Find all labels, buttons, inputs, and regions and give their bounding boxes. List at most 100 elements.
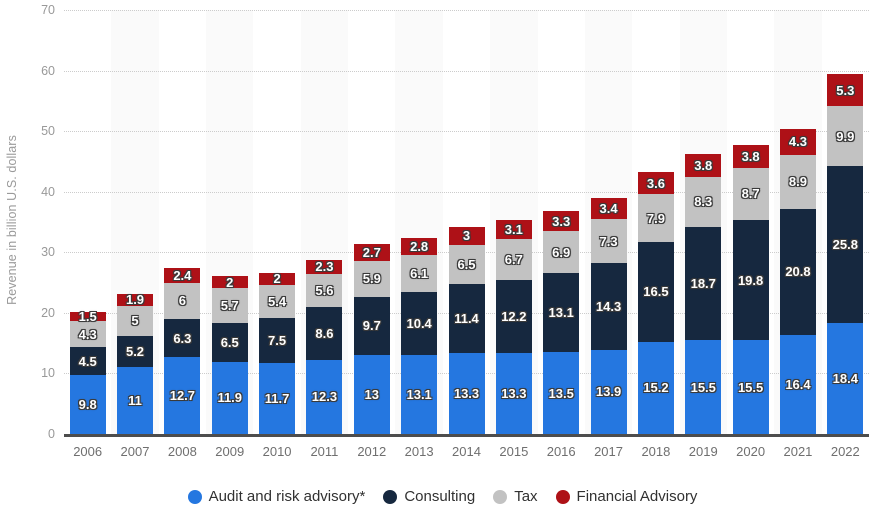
- bar-segment[interactable]: 15.2: [637, 341, 674, 434]
- bar-segment[interactable]: 8.7: [732, 167, 769, 221]
- bar-segment[interactable]: 5.9: [353, 260, 390, 297]
- legend-item-1[interactable]: Consulting: [383, 488, 475, 505]
- bar-segment[interactable]: 4.5: [69, 347, 106, 375]
- bar-segment[interactable]: 16.5: [637, 242, 674, 342]
- bar-segment[interactable]: 25.8: [827, 166, 864, 323]
- bar-segment[interactable]: 3.8: [732, 144, 769, 168]
- bar-segment[interactable]: 3.4: [590, 198, 627, 219]
- bar-segment[interactable]: 9.7: [353, 296, 390, 356]
- bar-segment[interactable]: 18.4: [827, 322, 864, 434]
- bar-segment[interactable]: 6.5: [448, 245, 485, 285]
- bar-segment[interactable]: 13.9: [590, 349, 627, 434]
- bar-segment[interactable]: 3.1: [495, 220, 532, 239]
- bar-value-label: 2.4: [173, 267, 192, 283]
- bar-segment[interactable]: 11.7: [259, 363, 296, 434]
- bar-segment[interactable]: 4.3: [69, 321, 106, 348]
- legend-label: Financial Advisory: [576, 488, 698, 505]
- bar-group-2016[interactable]: 13.5 13.1 6.9 3.3: [543, 211, 580, 434]
- bar-segment[interactable]: 8.3: [685, 176, 722, 227]
- bar-segment[interactable]: 5: [117, 305, 154, 336]
- bar-segment[interactable]: 4.3: [779, 128, 816, 155]
- bar-value-label: 3.6: [646, 175, 665, 191]
- bar-segment[interactable]: 9.8: [69, 374, 106, 434]
- bar-group-2009[interactable]: 11.9 6.5 5.7 2: [211, 276, 248, 434]
- bar-segment[interactable]: 20.8: [779, 208, 816, 335]
- legend-item-3[interactable]: Financial Advisory: [555, 488, 698, 505]
- bar-segment[interactable]: 3: [448, 226, 485, 246]
- bar-segment[interactable]: 2: [211, 276, 248, 289]
- bar-segment[interactable]: 5.6: [306, 273, 343, 308]
- bar-segment[interactable]: 13.1: [543, 272, 580, 353]
- bar-segment[interactable]: 14.3: [590, 263, 627, 350]
- bar-segment[interactable]: 12.2: [495, 279, 532, 354]
- bar-segment[interactable]: 18.7: [685, 226, 722, 341]
- bar-segment[interactable]: 3.6: [637, 172, 674, 195]
- bar-group-2013[interactable]: 13.1 10.4 6.1 2.8: [401, 237, 438, 434]
- bar-segment[interactable]: 11.9: [211, 361, 248, 434]
- bar-segment[interactable]: 13: [353, 355, 390, 434]
- bar-group-2019[interactable]: 15.5 18.7 8.3 3.8: [685, 153, 722, 434]
- bar-group-2015[interactable]: 13.3 12.2 6.7 3.1: [495, 220, 532, 434]
- bar-segment[interactable]: 13.5: [543, 352, 580, 434]
- bar-segment[interactable]: 6.3: [164, 318, 201, 358]
- legend-dot-audit: [187, 489, 202, 504]
- bar-segment[interactable]: 7.3: [590, 219, 627, 264]
- page-scrollbar[interactable]: [879, 0, 885, 525]
- bar-segment[interactable]: 5.4: [259, 285, 296, 318]
- bar-segment[interactable]: 1.9: [117, 292, 154, 308]
- x-axis-tick-2015: 2015: [499, 444, 529, 459]
- bar-segment[interactable]: 6.5: [211, 322, 248, 362]
- bar-group-2008[interactable]: 12.7 6.3 6 2.4: [164, 267, 201, 434]
- bar-segment[interactable]: 5.3: [827, 74, 864, 107]
- legend-item-0[interactable]: Audit and risk advisory*: [187, 488, 365, 505]
- bar-value-label: 1.9: [125, 292, 145, 308]
- chart-legend: Audit and risk advisory* Consulting Tax Fin…: [0, 488, 885, 505]
- bar-segment[interactable]: 3.8: [685, 153, 722, 177]
- bar-segment[interactable]: 2: [259, 272, 296, 285]
- bar-group-2011[interactable]: 12.3 8.6 5.6 2.3: [306, 259, 343, 434]
- bar-group-2007[interactable]: 11 5.2 5 1.9: [117, 292, 154, 434]
- bar-segment[interactable]: 16.4: [779, 334, 816, 434]
- bar-segment[interactable]: 13.3: [448, 353, 485, 434]
- bar-segment[interactable]: 15.5: [685, 340, 722, 434]
- bar-group-2012[interactable]: 13 9.7 5.9 2.7: [353, 244, 390, 434]
- bar-segment[interactable]: 12.7: [164, 357, 201, 434]
- bar-segment[interactable]: 7.5: [259, 317, 296, 364]
- bar-segment[interactable]: 11.4: [448, 284, 485, 354]
- bar-segment[interactable]: 6: [164, 282, 201, 319]
- bar-segment[interactable]: 10.4: [401, 291, 438, 355]
- bar-segment[interactable]: 2.3: [306, 259, 343, 274]
- bar-segment[interactable]: 1.5: [69, 310, 106, 323]
- x-axis-tick-2019: 2019: [688, 444, 718, 459]
- bar-segment[interactable]: 7.9: [637, 194, 674, 242]
- legend-item-2[interactable]: Tax: [493, 488, 538, 505]
- bar-segment[interactable]: 12.3: [306, 359, 343, 434]
- bar-group-2017[interactable]: 13.9 14.3 7.3 3.4: [590, 198, 627, 434]
- bar-segment[interactable]: 19.8: [732, 220, 769, 341]
- bar-segment[interactable]: 13.1: [401, 354, 438, 434]
- bar-segment[interactable]: 5.2: [117, 335, 154, 368]
- bar-segment[interactable]: 11: [117, 367, 154, 434]
- bar-segment[interactable]: 8.9: [779, 154, 816, 209]
- bar-value-label: 3: [462, 228, 471, 244]
- bar-segment[interactable]: 2.8: [401, 237, 438, 255]
- bar-segment[interactable]: 2.7: [353, 244, 390, 261]
- bar-group-2022[interactable]: 18.4 25.8 9.9 5.3: [827, 74, 864, 434]
- bar-group-2006[interactable]: 9.8 4.5 4.3 1.5: [69, 310, 106, 434]
- bar-segment[interactable]: 8.6: [306, 307, 343, 360]
- bar-group-2010[interactable]: 11.7 7.5 5.4 2: [259, 272, 296, 434]
- bar-group-2018[interactable]: 15.2 16.5 7.9 3.6: [637, 172, 674, 434]
- bar-segment[interactable]: 6.1: [401, 254, 438, 292]
- bar-segment[interactable]: 6.9: [543, 231, 580, 273]
- bar-segment[interactable]: 6.7: [495, 238, 532, 280]
- bar-group-2014[interactable]: 13.3 11.4 6.5 3: [448, 226, 485, 434]
- bar-segment[interactable]: 15.5: [732, 340, 769, 434]
- bar-group-2021[interactable]: 16.4 20.8 8.9 4.3: [779, 128, 816, 434]
- bar-segment[interactable]: 5.7: [211, 288, 248, 323]
- bar-segment[interactable]: 9.9: [827, 106, 864, 167]
- bar-segment[interactable]: 3.3: [543, 211, 580, 232]
- bar-group-2020[interactable]: 15.5 19.8 8.7 3.8: [732, 144, 769, 434]
- bar-segment[interactable]: 13.3: [495, 353, 532, 434]
- bar-segment[interactable]: 2.4: [164, 267, 201, 283]
- bar-value-label: 9.8: [78, 396, 97, 412]
